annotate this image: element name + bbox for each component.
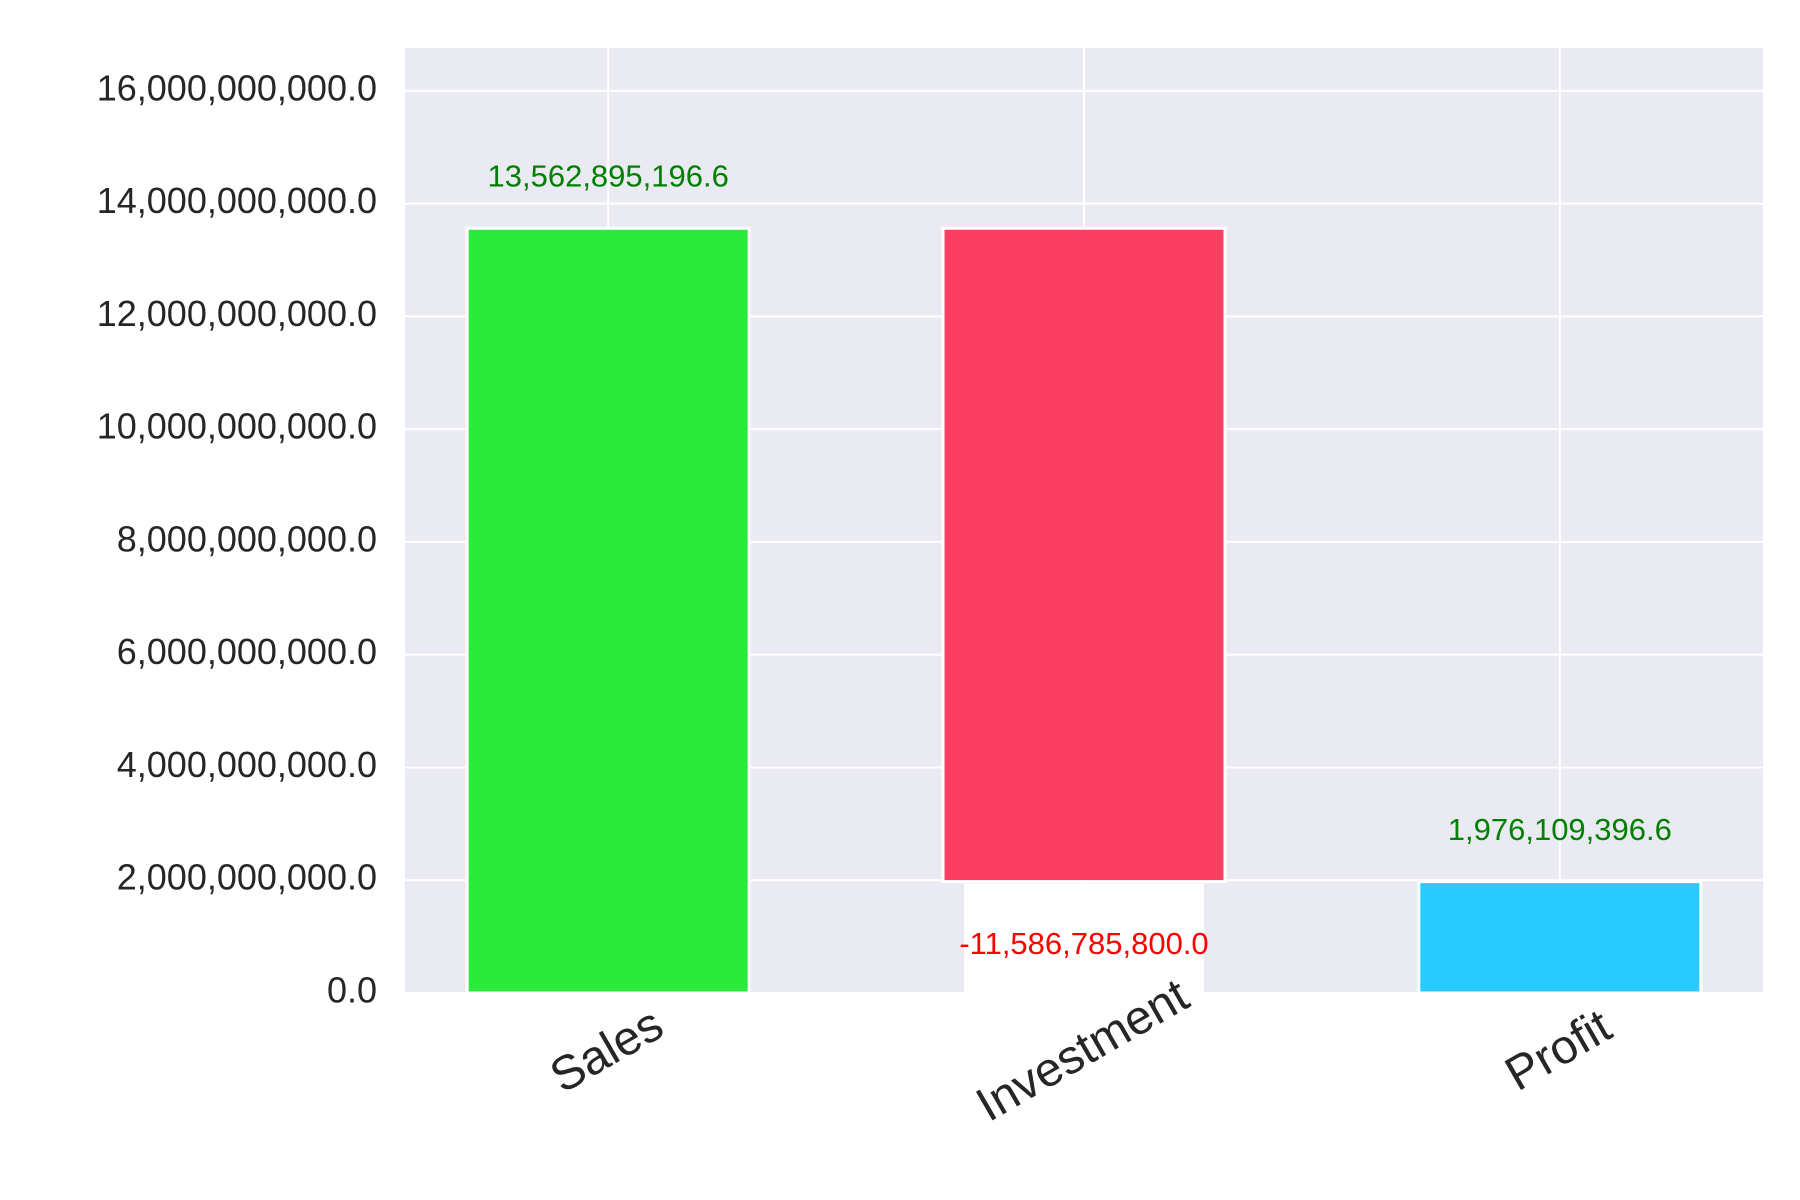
x-tick-label: Profit: [1497, 1000, 1621, 1102]
value-label: -11,586,785,800.0: [959, 926, 1208, 961]
bar: [1417, 880, 1703, 995]
y-tick-label: 14,000,000,000.0: [97, 180, 377, 221]
x-tick-label: Sales: [542, 998, 672, 1104]
bar: [465, 226, 751, 995]
y-tick-label: 4,000,000,000.0: [117, 744, 377, 785]
value-label: 13,562,895,196.6: [488, 158, 729, 193]
y-tick-label: 2,000,000,000.0: [117, 857, 377, 898]
y-tick-label: 8,000,000,000.0: [117, 518, 377, 559]
label-background: [964, 883, 1204, 993]
y-tick-label: 12,000,000,000.0: [97, 293, 377, 334]
bar: [941, 226, 1227, 884]
y-tick-label: 10,000,000,000.0: [97, 406, 377, 447]
value-label: 1,976,109,396.6: [1448, 812, 1672, 847]
y-tick-label: 16,000,000,000.0: [97, 67, 377, 108]
y-tick-label: 6,000,000,000.0: [117, 631, 377, 672]
y-tick-label: 0.0: [327, 970, 377, 1011]
